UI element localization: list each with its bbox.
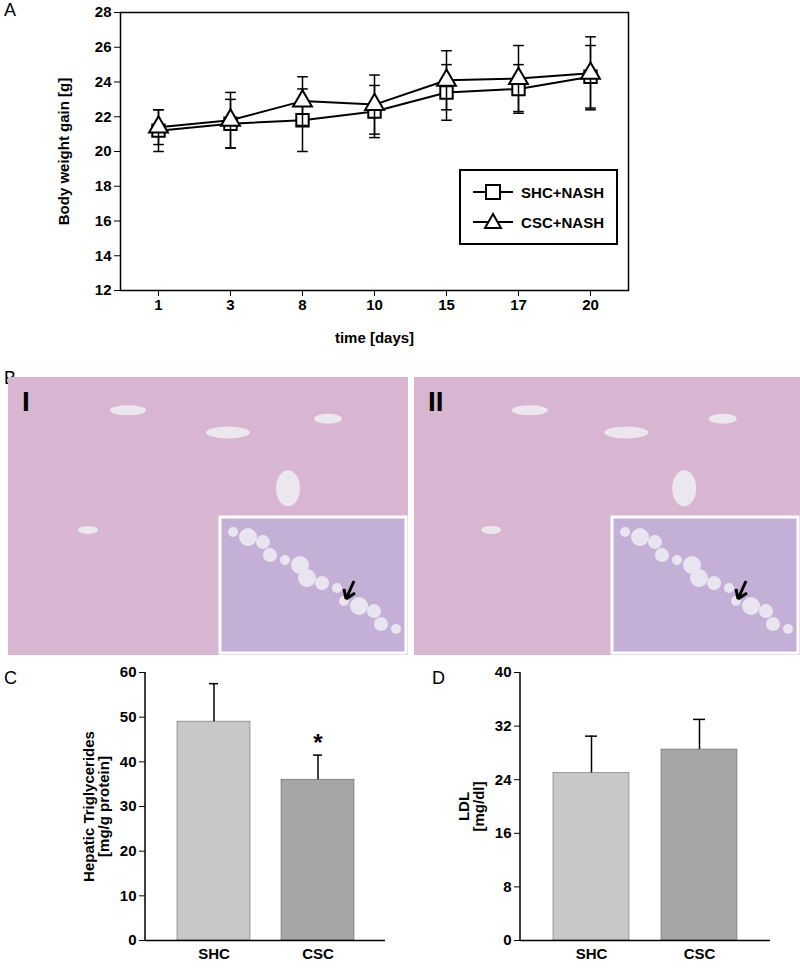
svg-text:SHC: SHC <box>576 945 608 962</box>
svg-text:16: 16 <box>495 824 512 841</box>
svg-text:LDL[mg/dl]: LDL[mg/dl] <box>455 782 487 832</box>
svg-text:10: 10 <box>120 887 137 904</box>
svg-text:24: 24 <box>495 771 512 788</box>
svg-text:32: 32 <box>495 717 512 734</box>
svg-text:1: 1 <box>154 296 162 313</box>
svg-text:time [days]: time [days] <box>335 329 414 346</box>
svg-text:26: 26 <box>95 38 112 55</box>
svg-text:SHC: SHC <box>198 945 230 962</box>
svg-text:20: 20 <box>582 296 599 313</box>
svg-text:3: 3 <box>226 296 234 313</box>
html-text:A: A <box>4 0 16 20</box>
svg-text:I: I <box>22 386 30 417</box>
svg-text:40: 40 <box>495 663 512 680</box>
html-text:B: B <box>4 368 16 388</box>
html-text:C: C <box>4 668 17 688</box>
svg-text:20: 20 <box>95 142 112 159</box>
svg-text:II: II <box>428 386 444 417</box>
svg-text:*: * <box>313 729 323 756</box>
svg-text:24: 24 <box>95 73 112 90</box>
svg-text:Hepatic Triglycerides[mg/g pro: Hepatic Triglycerides[mg/g protein] <box>80 731 112 882</box>
svg-text:CSC: CSC <box>684 945 716 962</box>
svg-text:30: 30 <box>120 797 137 814</box>
svg-text:10: 10 <box>366 296 383 313</box>
svg-text:50: 50 <box>120 708 137 725</box>
svg-text:8: 8 <box>298 296 306 313</box>
svg-text:12: 12 <box>95 281 112 298</box>
svg-text:60: 60 <box>120 663 137 680</box>
html-text:CSC+NASH: CSC+NASH <box>521 213 604 231</box>
svg-text:Body weight gain [g]: Body weight gain [g] <box>55 78 72 226</box>
html-text:D: D <box>432 668 445 688</box>
svg-text:28: 28 <box>95 3 112 20</box>
svg-text:18: 18 <box>95 177 112 194</box>
svg-text:22: 22 <box>95 108 112 125</box>
svg-text:0: 0 <box>503 931 511 948</box>
svg-text:15: 15 <box>438 296 455 313</box>
svg-text:20: 20 <box>120 842 137 859</box>
svg-text:8: 8 <box>503 878 511 895</box>
svg-text:0: 0 <box>128 931 136 948</box>
svg-text:16: 16 <box>95 212 112 229</box>
svg-text:CSC: CSC <box>302 945 334 962</box>
svg-text:17: 17 <box>510 296 527 313</box>
svg-text:40: 40 <box>120 753 137 770</box>
html-text:SHC+NASH: SHC+NASH <box>521 183 604 201</box>
svg-text:14: 14 <box>95 247 112 264</box>
